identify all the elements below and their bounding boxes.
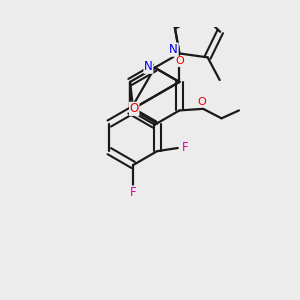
Text: N: N: [144, 60, 153, 73]
Text: O: O: [130, 102, 139, 115]
Text: O: O: [175, 56, 184, 66]
Text: F: F: [130, 186, 136, 199]
Text: O: O: [197, 97, 206, 106]
Text: N: N: [169, 43, 178, 56]
Text: F: F: [182, 142, 188, 154]
